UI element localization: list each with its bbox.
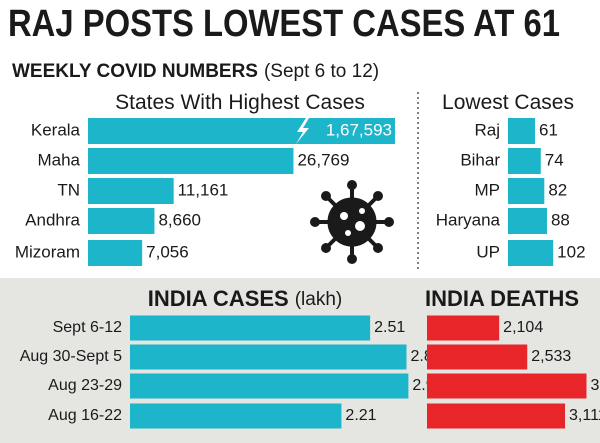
category-label: Kerala [31, 120, 81, 139]
category-label: Mizoram [15, 242, 80, 261]
bar [88, 208, 155, 234]
category-label: Maha [37, 150, 80, 169]
value-label: 26,769 [297, 150, 349, 169]
chart-title-main: Lowest Cases [442, 91, 574, 114]
bar [508, 118, 536, 144]
bar [130, 315, 371, 341]
value-label: 3,439 [590, 377, 600, 394]
bar [130, 373, 409, 399]
value-label: 2,533 [531, 348, 571, 365]
bar [427, 373, 587, 399]
value-label: 11,161 [178, 180, 229, 199]
category-label: Bihar [460, 150, 500, 169]
bar [88, 148, 294, 174]
category-label: Andhra [25, 210, 80, 229]
bar [508, 148, 541, 174]
value-label: 7,056 [146, 242, 189, 261]
chart-title-main: INDIA DEATHS [425, 286, 579, 311]
bar [508, 178, 545, 204]
bar [88, 178, 174, 204]
category-label: Aug 23-29 [48, 377, 122, 394]
value-label: 3,111 [569, 407, 600, 424]
category-label: Sept 6-12 [53, 319, 122, 336]
chart-title: Lowest Cases [442, 91, 574, 114]
value-label: 74 [545, 150, 564, 169]
value-label: 61 [539, 120, 558, 139]
subtitle-main: WEEKLY COVID NUMBERS [12, 61, 258, 82]
category-label: UP [476, 242, 500, 261]
bar [427, 403, 566, 429]
value-label: 1,67,593 [326, 120, 392, 139]
virus-icon [310, 180, 394, 264]
chart-title-unit: (lakh) [295, 289, 343, 310]
value-label: 88 [551, 210, 570, 229]
chart-title-main: INDIA CASES [148, 286, 289, 311]
subtitle: WEEKLY COVID NUMBERS (Sept 6 to 12) [12, 61, 379, 82]
bar [508, 240, 554, 266]
chart-title: States With Highest Cases [115, 91, 365, 114]
bar [508, 208, 547, 234]
headline: RAJ POSTS LOWEST CASES AT 61 [8, 3, 560, 45]
chart-title-main: States With Highest Cases [115, 91, 365, 114]
chart-title: INDIA DEATHS [425, 286, 579, 311]
category-label: Haryana [436, 210, 501, 229]
value-label: 2.51 [374, 319, 405, 336]
value-label: 8,660 [158, 210, 201, 229]
category-label: Aug 30-Sept 5 [20, 348, 122, 365]
value-label: 2,104 [503, 319, 543, 336]
bar [427, 315, 500, 341]
category-label: TN [57, 180, 80, 199]
bar [88, 240, 143, 266]
category-label: Raj [474, 120, 500, 139]
bar [130, 403, 342, 429]
chart-title: INDIA CASES (lakh) [148, 286, 343, 311]
value-label: 2.21 [345, 407, 376, 424]
category-label: Aug 16-22 [48, 407, 122, 424]
bar [427, 344, 528, 370]
value-label: 82 [548, 180, 567, 199]
bar [130, 344, 407, 370]
category-label: MP [475, 180, 501, 199]
axis-break [296, 118, 309, 144]
subtitle-note: (Sept 6 to 12) [264, 61, 379, 82]
value-label: 102 [557, 242, 585, 261]
bar [88, 118, 395, 144]
